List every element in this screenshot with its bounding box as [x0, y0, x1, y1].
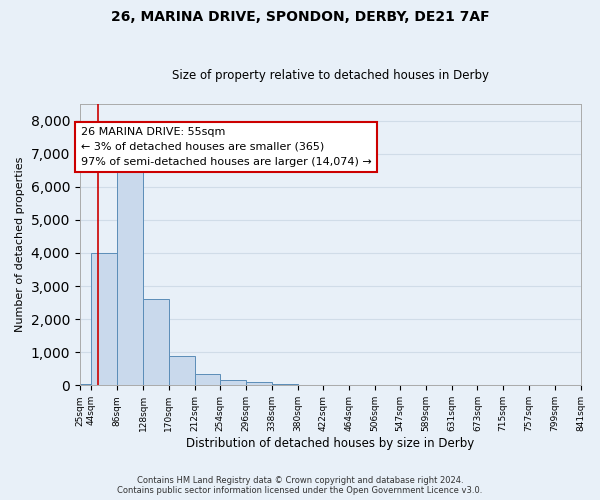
- Bar: [298, 384, 323, 386]
- Text: 26 MARINA DRIVE: 55sqm
← 3% of detached houses are smaller (365)
97% of semi-det: 26 MARINA DRIVE: 55sqm ← 3% of detached …: [81, 127, 372, 167]
- Bar: [194, 374, 220, 386]
- Y-axis label: Number of detached properties: Number of detached properties: [15, 157, 25, 332]
- Bar: [143, 300, 169, 386]
- Text: Contains HM Land Registry data © Crown copyright and database right 2024.
Contai: Contains HM Land Registry data © Crown c…: [118, 476, 482, 495]
- Bar: [80, 384, 91, 386]
- Title: Size of property relative to detached houses in Derby: Size of property relative to detached ho…: [172, 69, 488, 82]
- X-axis label: Distribution of detached houses by size in Derby: Distribution of detached houses by size …: [186, 437, 474, 450]
- Bar: [91, 253, 117, 386]
- Bar: [246, 382, 272, 386]
- Bar: [220, 380, 246, 386]
- Bar: [272, 384, 298, 386]
- Bar: [117, 170, 143, 386]
- Text: 26, MARINA DRIVE, SPONDON, DERBY, DE21 7AF: 26, MARINA DRIVE, SPONDON, DERBY, DE21 7…: [110, 10, 490, 24]
- Bar: [169, 356, 194, 386]
